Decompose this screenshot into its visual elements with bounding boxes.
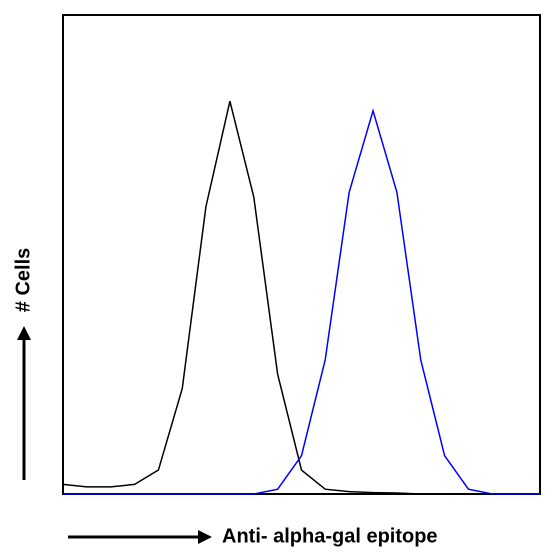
histogram-line [62, 101, 540, 495]
y-arrow-head [17, 326, 31, 340]
histogram-line [63, 108, 540, 495]
plot-frame [62, 14, 541, 495]
x-axis-label: Anti- alpha-gal epitope [222, 525, 438, 547]
y-axis-label: # Cells [12, 248, 34, 312]
x-arrow-head [198, 530, 212, 544]
